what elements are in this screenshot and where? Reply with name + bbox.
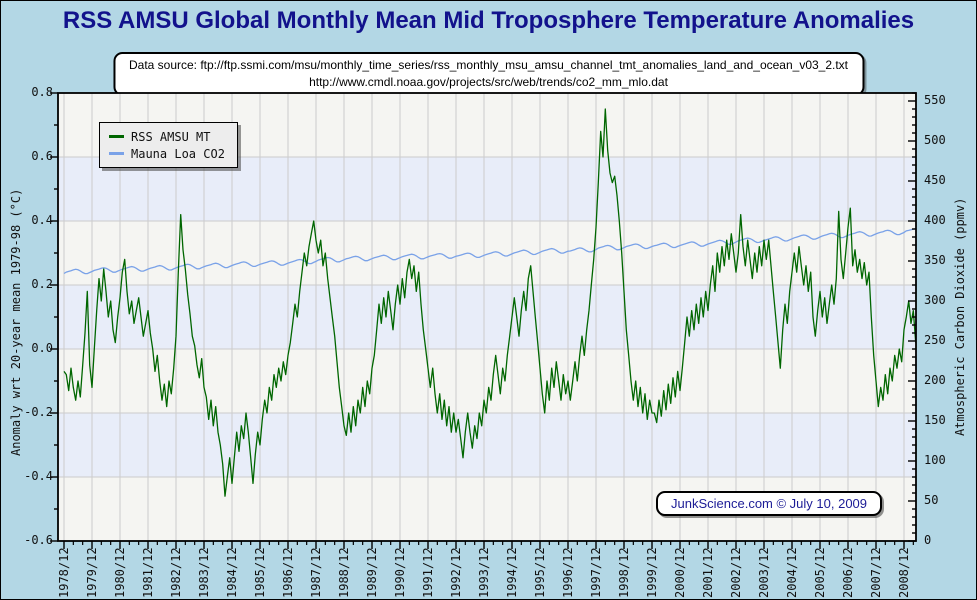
junkscience-stamp: JunkScience.com © July 10, 2009 xyxy=(656,491,883,516)
data-source-box: Data source: ftp://ftp.ssmi.com/msu/mont… xyxy=(112,52,865,96)
legend-label: Mauna Loa CO2 xyxy=(131,146,225,161)
page-title: RSS AMSU Global Monthly Mean Mid Troposp… xyxy=(62,7,915,34)
legend-item-rss: RSS AMSU MT xyxy=(109,128,225,145)
legend-item-co2: Mauna Loa CO2 xyxy=(109,145,225,162)
co2-line-swatch-icon xyxy=(109,152,124,155)
data-source-line1: Data source: ftp://ftp.ssmi.com/msu/mont… xyxy=(128,58,849,72)
temp-line-swatch-icon xyxy=(109,135,124,138)
data-source-line2: http://www.cmdl.noaa.gov/projects/src/we… xyxy=(309,74,668,89)
legend-box: RSS AMSU MT Mauna Loa CO2 xyxy=(99,122,238,168)
legend-label: RSS AMSU MT xyxy=(131,129,211,144)
